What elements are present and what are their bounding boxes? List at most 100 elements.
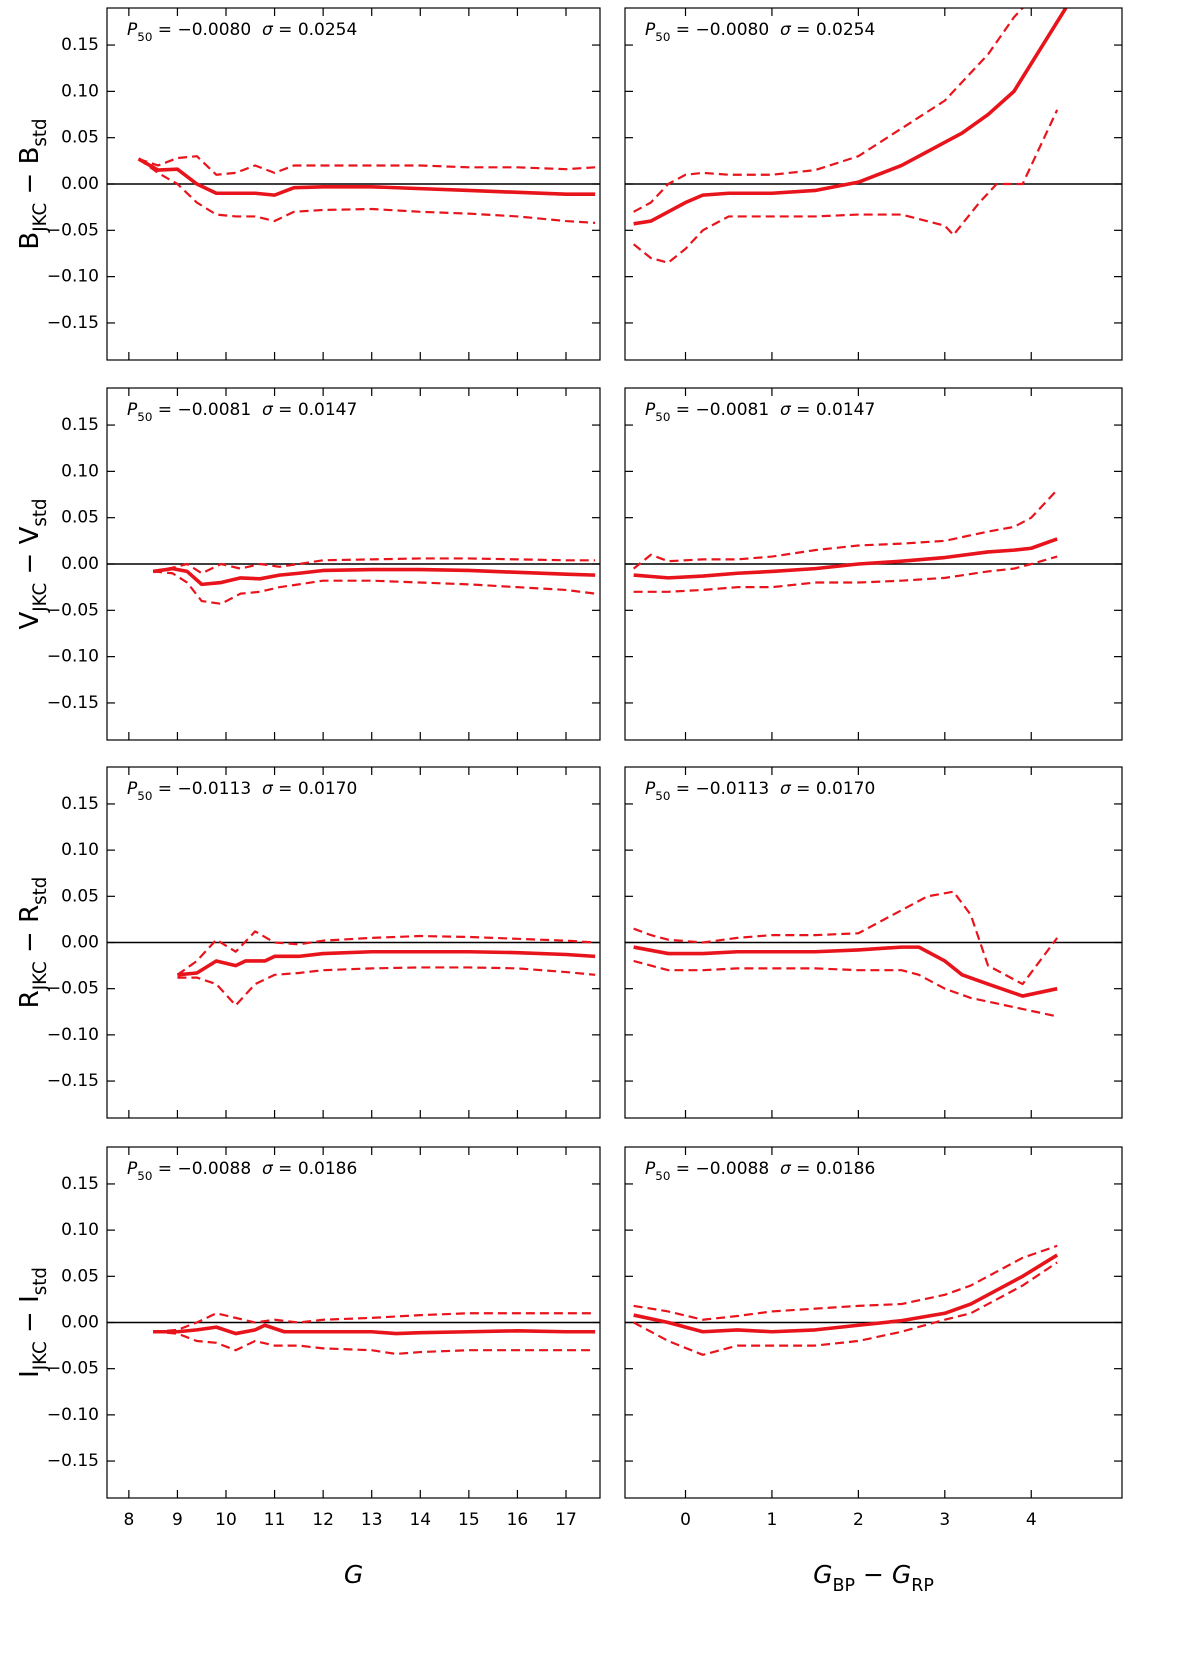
y-tick-label: 0.00 [61,933,99,953]
text-part: R [15,990,45,1008]
text-part: = 0.0170 [791,779,876,799]
y-tick-label: −0.15 [47,313,99,333]
text-part: = 0.0186 [273,1159,358,1179]
x-tick-label: 17 [555,1510,577,1530]
x-tick-label: 9 [172,1510,183,1530]
frame [624,1146,1123,1499]
percentile-line [176,930,596,976]
text-part: P [645,20,656,40]
text-part: I [15,1370,45,1378]
text-part: − [855,1560,892,1589]
y-tick-label: −0.15 [47,693,99,713]
text-part: σ [780,779,792,799]
x-tick-label: 16 [507,1510,529,1530]
y-tick-label: 0.05 [61,886,99,906]
percentile-line [153,570,596,605]
annotation: P50 = −0.0088 σ = 0.0186 [645,1159,875,1183]
y-tick-label: 0.05 [61,508,99,528]
median-line [633,1253,1059,1334]
y-axis-label: BJKC − Bstd [15,118,51,249]
annotation: P50 = −0.0080 σ = 0.0254 [645,20,875,44]
text-part: P [645,779,656,799]
text-part: − I [15,1295,45,1341]
text-part: P [645,1159,656,1179]
text-part: = −0.0080 [152,20,262,40]
annotation: P50 = −0.0081 σ = 0.0147 [127,400,357,424]
y-tick-label: −0.05 [47,600,99,620]
text-part: = −0.0080 [670,20,780,40]
text-part: P [127,779,138,799]
median-line [633,537,1058,580]
y-tick-label: −0.10 [47,1405,99,1425]
text-part: σ [262,20,274,40]
percentile-line [632,489,1058,570]
x-tick-label: 14 [409,1510,431,1530]
x-tick-label: 13 [361,1510,383,1530]
x-tick-label: 8 [123,1510,134,1530]
panel: P50 = −0.0080 σ = 0.0254 [624,7,1123,361]
text-part: = 0.0254 [791,20,876,40]
x-axis-label: G [344,1560,363,1589]
text-part: = 0.0147 [273,400,358,420]
series-group [153,1312,596,1356]
text-part: RP [911,1576,934,1596]
text-part: P [645,400,656,420]
text-part: BP [832,1576,855,1596]
x-tick-label: 15 [458,1510,480,1530]
y-tick-label: 0.10 [61,840,99,860]
y-tick-label: −0.10 [47,267,99,287]
text-part: 50 [137,410,152,424]
y-tick-label: 0.15 [61,35,99,55]
median-line [152,566,596,587]
x-tick-label: 4 [1026,1510,1037,1530]
y-axis-label: IJKC − Istd [15,1267,51,1378]
panel: −0.15 −0.10 −0.05 0.00 0.05 0.10 0.15 P50 = −0.… [15,766,601,1119]
text-part: 50 [655,30,670,44]
text-part: = −0.0081 [152,400,262,420]
median-line [633,945,1058,998]
panel: −0.15 −0.10 −0.05 0.00 0.05 0.10 0.15 8 9 10 11 12 1… [15,1146,601,1589]
text-part: = 0.0170 [273,779,358,799]
frame [106,766,601,1119]
text-part: V [15,612,45,630]
series-group [152,557,596,605]
text-part: = 0.0186 [791,1159,876,1179]
text-part: P [127,1159,138,1179]
text-part: σ [262,400,274,420]
y-tick-label: −0.15 [47,1071,99,1091]
series-group [137,155,596,225]
percentile-line [633,890,1059,986]
x-axis-label: GBP − GRP [813,1560,934,1596]
text-part: JKC [30,583,51,613]
y-tick-label: 0.00 [61,1313,99,1333]
frame [106,7,601,361]
text-part: 50 [655,410,670,424]
x-tick-label: 11 [264,1510,286,1530]
frame [106,1146,601,1499]
median-line [153,1323,596,1336]
percentile-line [633,1261,1058,1356]
x-tick-label: 1 [767,1510,778,1530]
percentile-line [632,109,1059,264]
panel: P50 = −0.0113 σ = 0.0170 [624,766,1123,1119]
median-line [633,8,1068,226]
percentile-line [633,1244,1058,1321]
text-part: = −0.0113 [670,779,780,799]
annotation: P50 = −0.0113 σ = 0.0170 [645,779,875,803]
text-part: JKC [30,203,51,233]
y-tick-label: −0.10 [47,647,99,667]
frame [106,387,601,741]
percentile-line [152,557,596,575]
y-tick-label: 0.10 [61,461,99,481]
y-tick-label: 0.00 [61,554,99,574]
y-tick-label: 0.10 [61,81,99,101]
text-part: 50 [137,789,152,803]
text-part: 50 [137,30,152,44]
series-group [632,8,1068,264]
text-part: − R [15,905,45,961]
text-part: − V [15,526,45,582]
text-part: P [127,20,138,40]
series-group [633,1244,1059,1356]
